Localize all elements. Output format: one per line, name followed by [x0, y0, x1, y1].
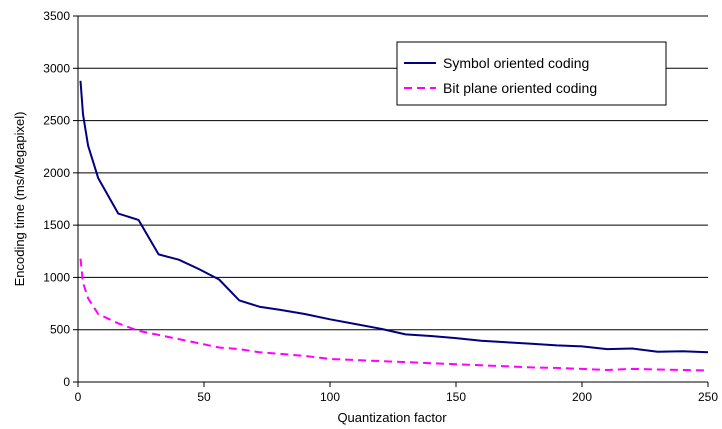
x-tick-label: 100: [320, 390, 340, 404]
x-tick-label: 150: [446, 390, 466, 404]
y-tick-label: 1000: [43, 270, 70, 284]
legend: Symbol oriented coding Bit plane oriente…: [396, 41, 667, 106]
legend-label-symbol: Symbol oriented coding: [443, 55, 589, 71]
y-tick-label: 500: [50, 323, 70, 337]
x-tick-label: 200: [572, 390, 592, 404]
y-axis-title: Encoding time (ms/Megapixel): [12, 112, 27, 287]
legend-box: [396, 41, 667, 106]
y-tick-label: 0: [63, 375, 70, 389]
x-tick-label: 0: [75, 390, 82, 404]
tick-labels: 0 500 1000 1500 2000 2500 3000 3500 0 50 100 150 200…: [43, 9, 718, 404]
y-tick-label: 2500: [43, 114, 70, 128]
y-tick-label: 1500: [43, 218, 70, 232]
series-line-bitplane: [79, 258, 709, 372]
axes: [73, 15, 709, 387]
legend-label-bitplane: Bit plane oriented coding: [443, 80, 597, 96]
x-tick-label: 50: [197, 390, 211, 404]
series-line-symbol: [79, 80, 709, 354]
y-tick-label: 3500: [43, 9, 70, 23]
series-lines: [79, 80, 709, 372]
grid: [78, 15, 708, 331]
x-axis-title: Quantization factor: [337, 410, 447, 425]
y-tick-label: 3000: [43, 61, 70, 75]
y-tick-label: 2000: [43, 166, 70, 180]
x-tick-label: 250: [698, 390, 718, 404]
